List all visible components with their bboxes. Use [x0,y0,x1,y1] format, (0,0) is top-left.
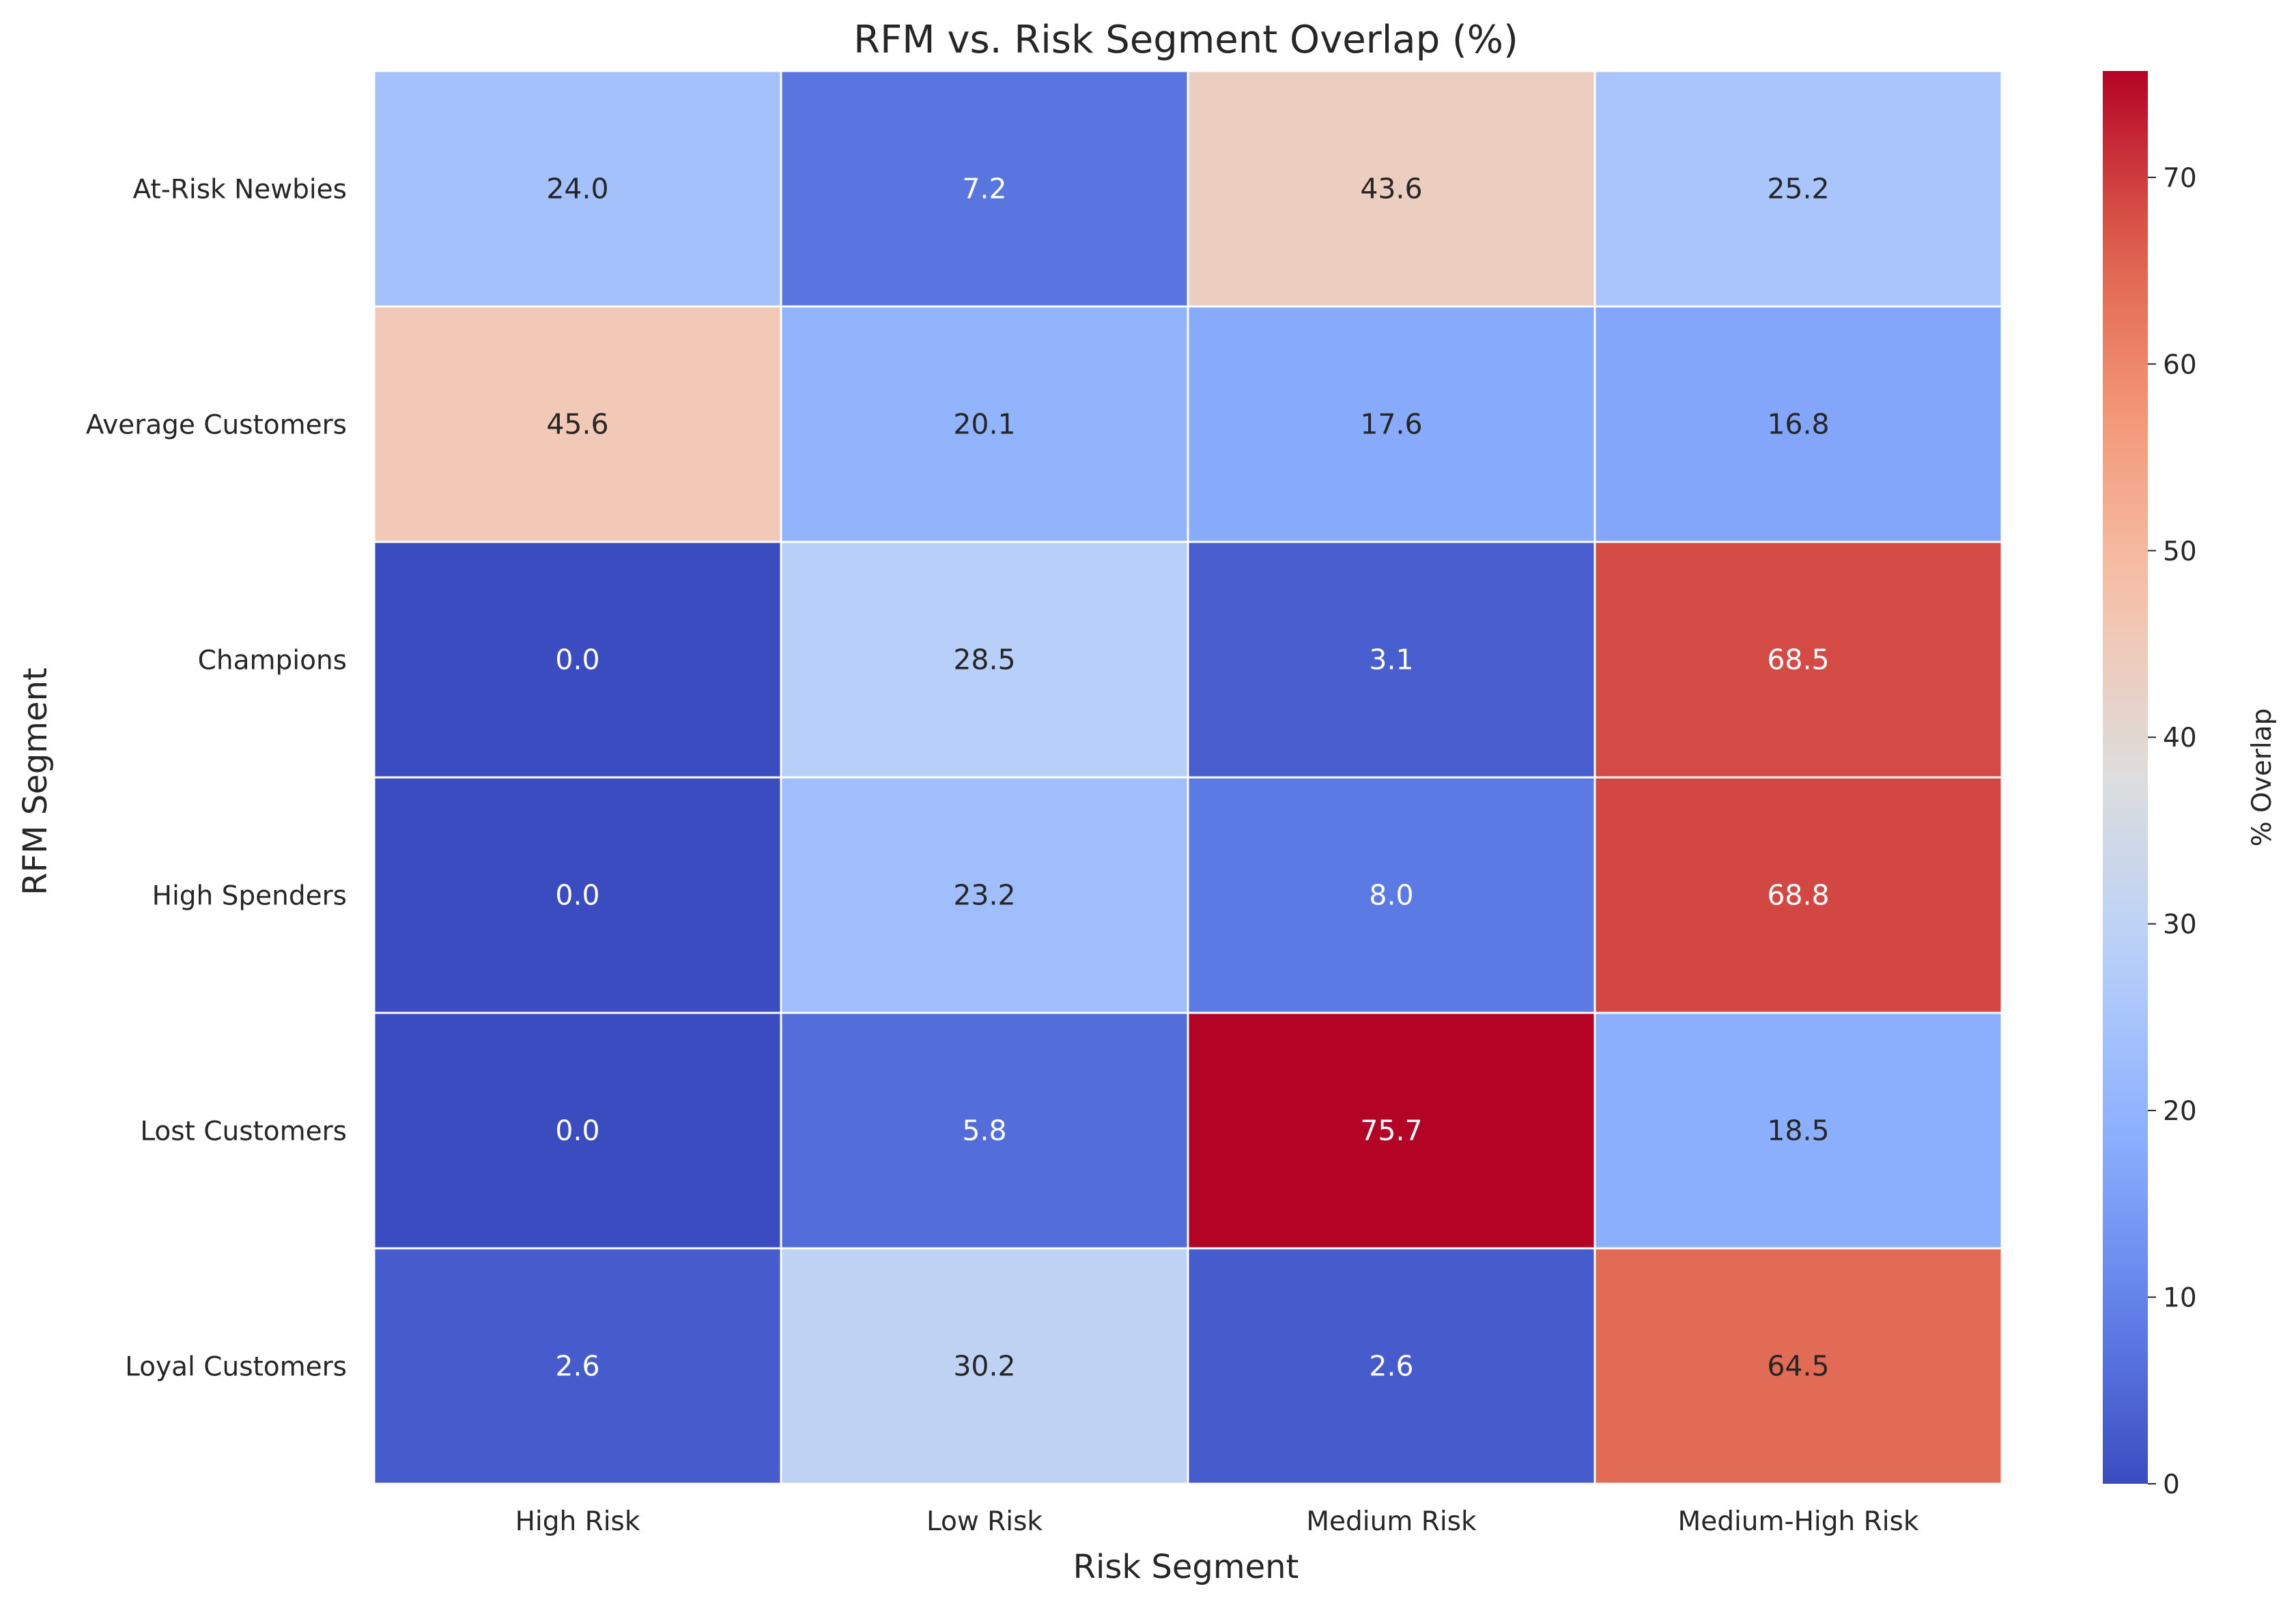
heatmap-cell [1187,1247,1596,1485]
cell-value-label: 2.6 [1369,1350,1413,1383]
heatmap-cell [780,776,1189,1014]
heatmap-cell [780,541,1189,779]
cell-value-label: 68.5 [1767,644,1829,676]
chart-title: RFM vs. Risk Segment Overlap (%) [853,18,1518,62]
cell-value-label: 7.2 [962,173,1006,205]
x-tick-label: Medium-High Risk [1678,1506,1919,1537]
heatmap-cell [1593,1247,2003,1485]
colorbar-tick-label: 30 [2163,910,2197,941]
cell-value-label: 3.1 [1369,644,1413,676]
cell-value-label: 43.6 [1360,173,1422,205]
y-tick-label: High Spenders [152,881,347,912]
heatmap-cell [780,305,1189,543]
heatmap-cell [780,70,1189,308]
x-tick-label: Medium Risk [1306,1506,1477,1537]
y-axis-label: RFM Segment [16,667,55,895]
colorbar-ticks: 0 10 20 30 40 50 60 70 [2148,163,2197,1500]
x-axis-label: Risk Segment [1073,1548,1299,1586]
heatmap-cells: 24.0 7.2 43.6 25.2 45.6 20.1 17.6 16.8 0.0 28.5 3.… [373,70,2003,1485]
heatmap-cell [1593,70,2003,308]
x-tick-labels: High Risk Low Risk Medium Risk Medium-High … [515,1506,1919,1537]
heatmap-cell [780,1011,1189,1250]
cell-value-label: 0.0 [555,1115,599,1147]
heatmap-cell [373,1011,782,1250]
colorbar-tick-label: 40 [2163,723,2197,753]
heatmap-cell [1593,1011,2003,1250]
colorbar-tick-label: 10 [2163,1283,2197,1314]
x-tick-label: Low Risk [926,1506,1043,1537]
cell-value-label: 0.0 [555,879,599,912]
y-tick-label: Champions [198,646,347,676]
heatmap-cell [1593,305,2003,543]
heatmap-cell [1187,70,1596,308]
y-tick-label: At-Risk Newbies [132,175,347,205]
colorbar-tick-label: 70 [2163,163,2197,194]
cell-value-label: 16.8 [1767,408,1829,441]
colorbar [2103,71,2148,1484]
heatmap-cell [1187,776,1596,1014]
cell-value-label: 28.5 [953,644,1015,676]
cell-value-label: 5.8 [962,1115,1006,1147]
heatmap-cell [1593,776,2003,1014]
cell-value-label: 30.2 [953,1350,1015,1383]
cell-value-label: 64.5 [1767,1350,1829,1383]
y-tick-label: Average Customers [86,410,347,441]
heatmap-cell [373,776,782,1014]
cell-value-label: 8.0 [1369,879,1413,912]
heatmap-cell [373,1247,782,1485]
y-tick-label: Loyal Customers [125,1352,347,1383]
heatmap-cell [1593,541,2003,779]
cell-value-label: 45.6 [546,408,608,441]
heatmap-cell [780,1247,1189,1485]
cell-value-label: 25.2 [1767,173,1829,205]
x-tick-label: High Risk [515,1506,640,1537]
heatmap-cell [373,305,782,543]
heatmap-cell [1187,1011,1596,1250]
colorbar-tick-label: 20 [2163,1096,2197,1127]
cell-value-label: 2.6 [555,1350,599,1383]
heatmap-cell [373,70,782,308]
colorbar-label: % Overlap [2247,708,2278,847]
colorbar-tick-label: 0 [2163,1469,2180,1500]
colorbar-tick-label: 50 [2163,536,2197,567]
cell-value-label: 75.7 [1360,1115,1422,1147]
y-tick-labels: At-Risk Newbies Average Customers Champion… [86,175,347,1383]
cell-value-label: 68.8 [1767,879,1829,912]
y-tick-label: Lost Customers [140,1117,347,1147]
colorbar-tick-label: 60 [2163,349,2197,380]
cell-value-label: 23.2 [953,879,1015,912]
cell-value-label: 18.5 [1767,1115,1829,1147]
cell-value-label: 20.1 [953,408,1015,441]
cell-value-label: 17.6 [1360,408,1422,441]
cell-value-label: 0.0 [555,644,599,676]
cell-value-label: 24.0 [546,173,608,205]
heatmap-cell [1187,305,1596,543]
